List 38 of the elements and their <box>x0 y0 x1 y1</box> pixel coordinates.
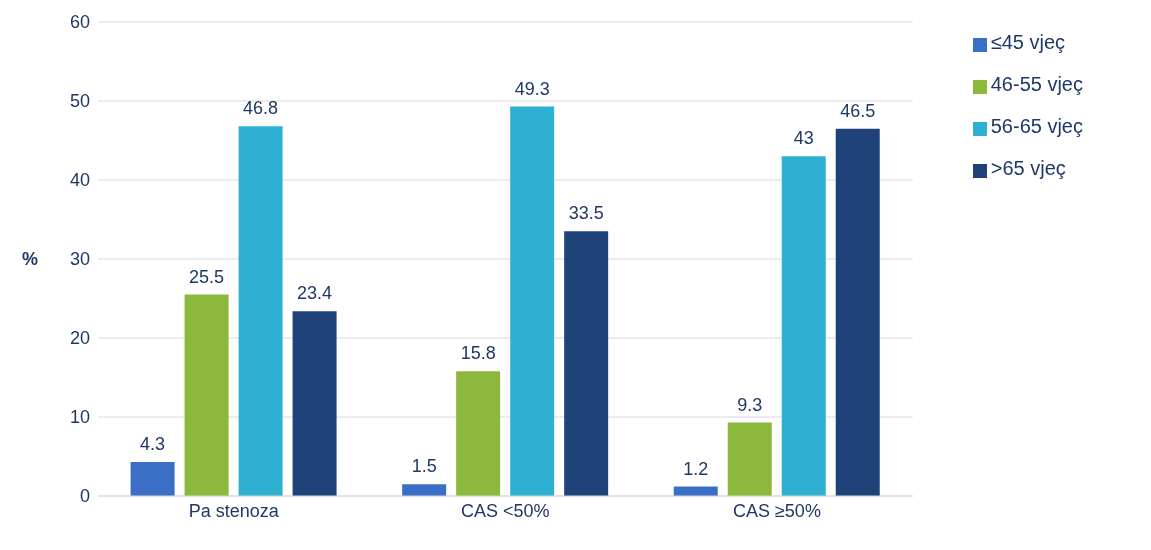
bar <box>184 294 229 496</box>
y-tick-label: 50 <box>69 91 90 112</box>
y-axis-title: % <box>22 249 39 270</box>
bar <box>402 484 447 496</box>
legend-label: >65 vjeç <box>990 157 1066 179</box>
bar <box>781 156 826 496</box>
data-label: 33.5 <box>568 203 604 224</box>
data-label: 15.8 <box>460 343 496 364</box>
bar <box>292 311 337 496</box>
bar <box>456 371 501 496</box>
legend-label: ≤45 vjeç <box>990 31 1066 53</box>
data-label: 49.3 <box>514 78 550 99</box>
y-tick-label: 60 <box>69 12 90 33</box>
data-label: 9.3 <box>737 394 763 415</box>
bar <box>727 422 772 496</box>
bar <box>130 462 175 496</box>
bar <box>238 126 283 496</box>
bar <box>510 106 555 496</box>
bar <box>564 231 609 496</box>
x-tick-label: Pa stenoza <box>188 500 280 521</box>
data-label: 46.8 <box>243 98 279 119</box>
legend-label: 46-55 vjeç <box>990 73 1083 95</box>
data-label: 23.4 <box>297 283 333 304</box>
data-label: 25.5 <box>189 266 225 287</box>
data-label: 1.5 <box>411 456 437 477</box>
bar <box>835 128 880 496</box>
legend-label: 56-65 vjeç <box>990 115 1083 137</box>
data-label: 1.2 <box>683 458 709 479</box>
y-tick-label: 40 <box>69 170 90 191</box>
x-tick-label: CAS ≥50% <box>732 500 821 521</box>
y-tick-label: 0 <box>79 486 90 507</box>
data-label: 46.5 <box>840 100 876 121</box>
data-label: 43 <box>793 128 814 149</box>
data-label: 4.3 <box>140 434 166 455</box>
x-tick-label: CAS <50% <box>461 500 550 521</box>
y-tick-label: 20 <box>69 328 90 349</box>
y-tick-label: 30 <box>69 249 90 270</box>
y-tick-label: 10 <box>69 407 90 428</box>
